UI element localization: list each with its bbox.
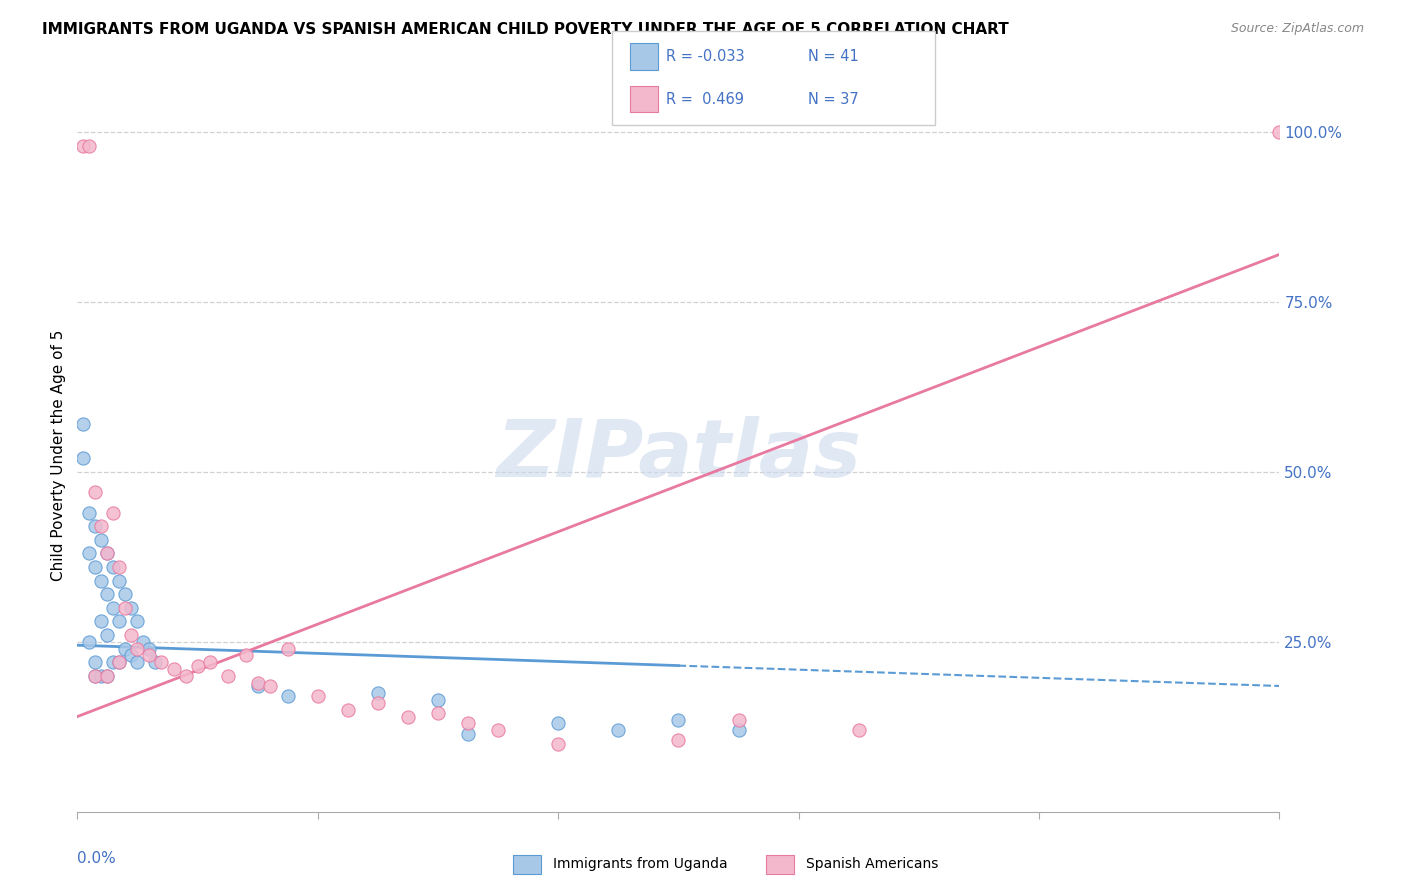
Text: N = 37: N = 37: [808, 92, 859, 107]
Text: Spanish Americans: Spanish Americans: [806, 857, 938, 871]
Point: [90, 574, 112, 588]
Text: N = 41: N = 41: [808, 49, 859, 64]
Point: [114, 641, 136, 656]
Point: [90, 615, 112, 629]
Point: [336, 703, 359, 717]
Point: [72, 138, 94, 153]
Point: [727, 713, 749, 727]
Text: 0.0%: 0.0%: [77, 851, 117, 866]
Point: [127, 641, 149, 656]
Point: [607, 723, 630, 738]
Point: [72, 451, 94, 466]
Point: [96, 669, 118, 683]
Point: [727, 723, 749, 738]
Point: [217, 669, 239, 683]
Point: [162, 662, 184, 676]
Text: IMMIGRANTS FROM UGANDA VS SPANISH AMERICAN CHILD POVERTY UNDER THE AGE OF 5 CORR: IMMIGRANTS FROM UGANDA VS SPANISH AMERIC…: [42, 22, 1010, 37]
Point: [246, 675, 269, 690]
Point: [1268, 125, 1291, 139]
Point: [90, 669, 112, 683]
Point: [79, 546, 101, 560]
Text: ZIPatlas: ZIPatlas: [496, 416, 860, 494]
Point: [277, 641, 299, 656]
Point: [84, 519, 107, 533]
Point: [127, 615, 149, 629]
Point: [457, 726, 479, 740]
Point: [668, 733, 690, 747]
Point: [108, 655, 131, 669]
Point: [108, 655, 131, 669]
Point: [114, 587, 136, 601]
Text: R =  0.469: R = 0.469: [666, 92, 744, 107]
Point: [547, 737, 569, 751]
Point: [187, 658, 209, 673]
Point: [103, 560, 125, 574]
Point: [367, 696, 389, 710]
Point: [138, 641, 160, 656]
Point: [367, 686, 389, 700]
Point: [90, 533, 112, 547]
Point: [145, 655, 167, 669]
Text: Immigrants from Uganda: Immigrants from Uganda: [553, 857, 727, 871]
Point: [96, 628, 118, 642]
Point: [198, 655, 221, 669]
Point: [235, 648, 257, 663]
Point: [103, 506, 125, 520]
Point: [96, 546, 118, 560]
Point: [72, 417, 94, 432]
Point: [103, 655, 125, 669]
Point: [79, 138, 101, 153]
Point: [103, 600, 125, 615]
Point: [457, 716, 479, 731]
Point: [84, 655, 107, 669]
Point: [127, 655, 149, 669]
Point: [79, 635, 101, 649]
Point: [396, 709, 419, 723]
Point: [120, 628, 142, 642]
Point: [150, 655, 173, 669]
Point: [120, 600, 142, 615]
Point: [114, 600, 136, 615]
Point: [486, 723, 509, 738]
Point: [174, 669, 197, 683]
Point: [427, 692, 450, 706]
Point: [96, 669, 118, 683]
Point: [259, 679, 281, 693]
Point: [84, 669, 107, 683]
Point: [427, 706, 450, 721]
Y-axis label: Child Poverty Under the Age of 5: Child Poverty Under the Age of 5: [51, 329, 66, 581]
Point: [848, 723, 870, 738]
Point: [138, 648, 160, 663]
Point: [108, 615, 131, 629]
Point: [108, 574, 131, 588]
Point: [84, 669, 107, 683]
Point: [668, 713, 690, 727]
Point: [96, 546, 118, 560]
Point: [277, 689, 299, 703]
Point: [90, 519, 112, 533]
Text: Source: ZipAtlas.com: Source: ZipAtlas.com: [1230, 22, 1364, 36]
Text: R = -0.033: R = -0.033: [666, 49, 745, 64]
Point: [132, 635, 155, 649]
Point: [246, 679, 269, 693]
Point: [96, 587, 118, 601]
Point: [84, 560, 107, 574]
Point: [547, 716, 569, 731]
Point: [84, 485, 107, 500]
Point: [79, 506, 101, 520]
Point: [120, 648, 142, 663]
Point: [108, 560, 131, 574]
Point: [307, 689, 329, 703]
